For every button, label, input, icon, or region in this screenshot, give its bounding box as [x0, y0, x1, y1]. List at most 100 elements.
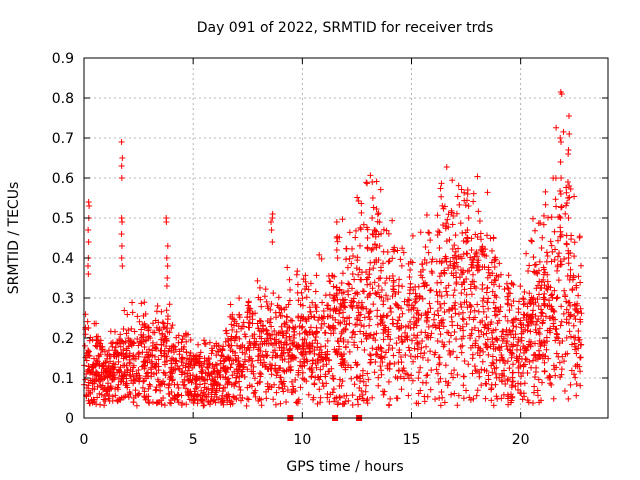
data-point [245, 357, 252, 364]
data-point [415, 369, 422, 376]
data-point [577, 354, 584, 361]
data-point [394, 247, 401, 254]
data-point [363, 179, 370, 186]
data-point [378, 316, 385, 323]
data-point [322, 343, 329, 350]
data-point [326, 356, 333, 363]
data-point [515, 336, 522, 343]
data-point [366, 266, 373, 273]
data-point [518, 334, 525, 341]
data-point [367, 281, 374, 288]
data-point [536, 337, 543, 344]
data-point [493, 356, 500, 363]
data-point [274, 302, 281, 309]
data-point [577, 305, 584, 312]
data-point [106, 386, 113, 393]
data-point [104, 355, 111, 362]
data-point [111, 328, 118, 335]
data-point [524, 303, 531, 310]
data-point [231, 337, 238, 344]
data-point [577, 262, 584, 269]
data-point [164, 263, 171, 269]
data-point [498, 343, 505, 350]
data-point [278, 306, 285, 313]
data-point [446, 338, 453, 345]
data-point [450, 374, 457, 381]
data-point [503, 326, 510, 333]
data-point [576, 234, 583, 241]
data-point [295, 367, 302, 374]
data-point [347, 302, 354, 309]
data-point [354, 373, 361, 380]
data-point [504, 293, 511, 300]
data-point [485, 264, 492, 271]
data-point [369, 215, 376, 221]
data-point [353, 374, 360, 381]
data-point [358, 200, 365, 207]
data-point [506, 307, 513, 314]
data-point [369, 179, 376, 185]
data-point [541, 368, 548, 375]
data-point [181, 376, 188, 383]
data-point [172, 346, 179, 353]
data-point [141, 394, 148, 401]
data-point [233, 374, 240, 381]
data-point [310, 313, 317, 320]
data-point [490, 402, 497, 409]
data-point [253, 338, 260, 345]
data-point [271, 347, 278, 354]
data-point [175, 332, 182, 339]
data-point [542, 313, 549, 320]
data-point [374, 211, 381, 218]
data-point [369, 195, 376, 201]
data-point [467, 285, 474, 292]
data-point [269, 354, 276, 361]
data-point [540, 212, 547, 219]
data-point [330, 307, 337, 314]
data-point [476, 373, 483, 380]
data-point [460, 395, 467, 402]
data-point [503, 280, 510, 287]
data-point [573, 302, 580, 309]
data-point [432, 396, 439, 403]
data-point [385, 346, 392, 353]
data-point [209, 347, 216, 354]
data-point [472, 250, 479, 257]
data-point [371, 369, 378, 376]
data-point [474, 173, 481, 180]
data-point [192, 376, 199, 383]
data-point [493, 311, 500, 318]
data-point [434, 307, 441, 314]
data-point [493, 393, 500, 400]
data-point [340, 289, 347, 296]
data-point [459, 230, 466, 237]
data-point [85, 379, 92, 386]
data-point [150, 329, 157, 336]
data-point [525, 318, 532, 325]
data-point [394, 375, 401, 382]
data-point [521, 380, 528, 387]
data-point [342, 325, 349, 332]
data-point [439, 394, 446, 401]
data-point [375, 344, 382, 351]
data-point [483, 380, 490, 387]
data-point [573, 350, 580, 357]
data-point [237, 386, 244, 393]
data-point [142, 336, 149, 343]
data-point [571, 253, 578, 260]
data-point [396, 347, 403, 354]
data-point [105, 372, 112, 379]
data-point [526, 290, 533, 297]
data-point [534, 392, 541, 399]
data-point [577, 368, 584, 375]
data-point [357, 224, 364, 231]
data-point [272, 366, 279, 373]
data-point [236, 335, 243, 342]
data-point [531, 383, 538, 390]
data-point [211, 367, 218, 374]
data-point [135, 351, 142, 358]
data-point [227, 301, 234, 308]
data-point [149, 342, 156, 349]
data-point [165, 348, 172, 355]
data-point [163, 337, 170, 344]
